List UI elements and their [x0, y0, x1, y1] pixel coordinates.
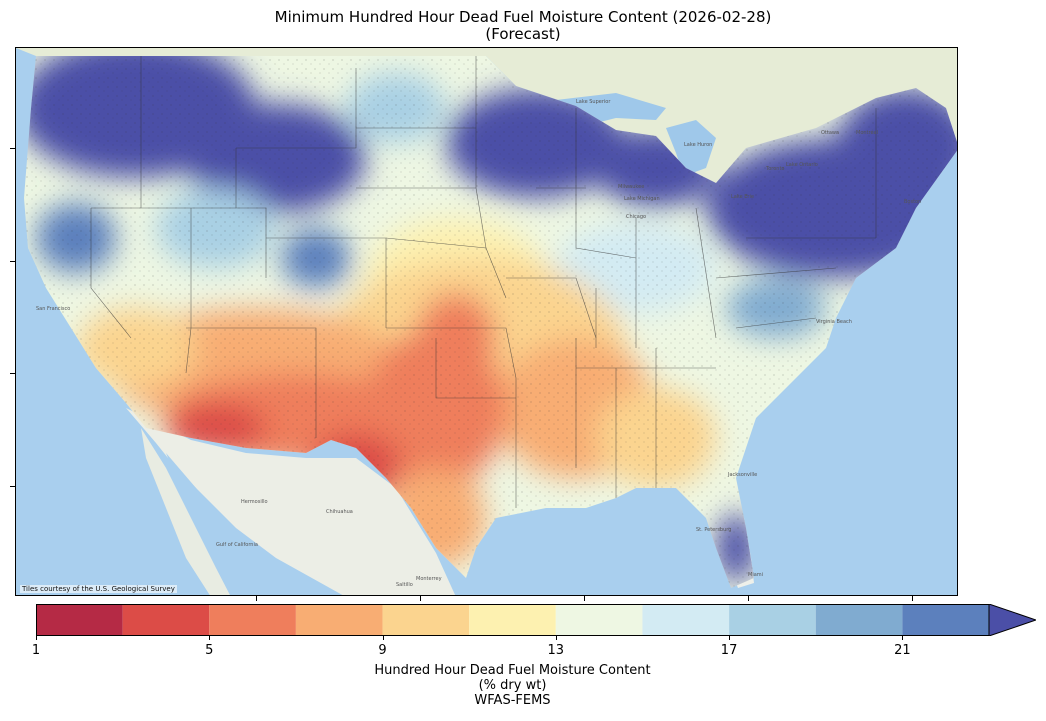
title-line-2: (Forecast) — [485, 25, 561, 43]
colorbar-segment — [295, 604, 383, 636]
colorbar-label: Hundred Hour Dead Fuel Moisture Content … — [0, 663, 1025, 708]
colorbar-tick-label: 21 — [894, 643, 911, 658]
colorbar-segment — [122, 604, 210, 636]
lake-huron — [666, 120, 716, 176]
label-montreal: Montréal — [856, 129, 878, 136]
colorbar-segment — [36, 604, 123, 636]
title-line-1: Minimum Hundred Hour Dead Fuel Moisture … — [274, 8, 772, 26]
colorbar-segment — [555, 604, 643, 636]
colorbar-tick-label: 13 — [547, 643, 565, 658]
label-lake-ontario: Lake Ontario — [786, 162, 818, 168]
label-hermosillo: Hermosillo — [241, 499, 268, 505]
colorbar-tick-label: 5 — [205, 643, 214, 658]
moisture-map: Lake Superior Lake Michigan Lake Huron L… — [16, 48, 957, 595]
map-panel[interactable]: Lake Superior Lake Michigan Lake Huron L… — [15, 47, 958, 596]
label-chicago: Chicago — [626, 214, 646, 220]
label-san-francisco: San Francisco — [36, 306, 70, 312]
label-boston: Boston — [904, 199, 921, 205]
x-tick — [912, 596, 913, 601]
y-tick — [10, 148, 15, 149]
y-tick — [10, 373, 15, 374]
label-miami: Miami — [748, 572, 763, 578]
label-lake-michigan: Lake Michigan — [624, 196, 660, 202]
x-tick — [420, 596, 421, 601]
colorbar-tick-label: 17 — [720, 643, 738, 658]
x-tick — [584, 596, 585, 601]
colorbar-tick-mark — [729, 636, 731, 640]
baja-peninsula — [141, 428, 230, 595]
label-saltillo: Saltillo — [396, 582, 413, 588]
label-chihuahua: Chihuahua — [326, 509, 353, 515]
colorbar-tick-label: 9 — [378, 643, 387, 658]
state-boundaries — [90, 56, 877, 508]
colorbar-tick-label: 1 — [31, 643, 41, 658]
y-tick — [10, 486, 15, 487]
colorbar-tick-mark — [555, 636, 557, 640]
label-lake-superior: Lake Superior — [576, 99, 611, 105]
label-gulf-of-california: Gulf of California — [216, 542, 258, 548]
colorbar-extend-arrow — [988, 604, 1036, 636]
colorbar-tick-mark — [209, 636, 211, 640]
label-lake-huron: Lake Huron — [684, 142, 712, 148]
map-title: Minimum Hundred Hour Dead Fuel Moisture … — [0, 9, 1046, 43]
label-monterrey: Monterrey — [416, 576, 442, 582]
label-st-petersburg: St. Petersburg — [696, 527, 731, 533]
colorbar-segment — [469, 604, 556, 636]
label-ottawa: Ottawa — [821, 130, 839, 136]
colorbar-segment — [902, 604, 989, 636]
colorbar-label-line-1: Hundred Hour Dead Fuel Moisture Content — [374, 663, 651, 678]
canada-land — [16, 48, 957, 188]
gulf-of-california — [166, 453, 246, 578]
colorbar-segment — [815, 604, 903, 636]
y-tick — [10, 261, 15, 262]
label-jacksonville: Jacksonville — [727, 472, 757, 478]
colorbar-segment — [209, 604, 296, 636]
x-tick — [748, 596, 749, 601]
colorbar-segment — [382, 604, 470, 636]
label-lake-erie: Lake Erie — [731, 194, 754, 200]
colorbar-label-line-3: WFAS-FEMS — [474, 693, 551, 708]
colorbar-label-line-2: (% dry wt) — [478, 678, 547, 693]
label-virginia-beach: Virginia Beach — [816, 319, 852, 325]
tile-credit: Tiles courtesy of the U.S. Geological Su… — [20, 585, 177, 593]
colorbar-segment — [729, 604, 816, 636]
label-milwaukee: Milwaukee — [618, 184, 644, 190]
mexico-land — [126, 408, 456, 595]
colorbar-tick-mark — [382, 636, 384, 640]
colorbar-tick-mark — [902, 636, 904, 640]
colorbar-segment — [642, 604, 730, 636]
colorbar-tick-mark — [36, 636, 37, 640]
label-toronto: Toronto — [765, 166, 784, 172]
colorbar — [36, 604, 1036, 636]
x-tick — [256, 596, 257, 601]
